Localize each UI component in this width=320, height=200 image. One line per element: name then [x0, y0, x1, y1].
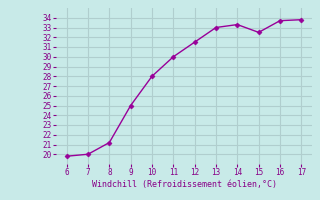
- X-axis label: Windchill (Refroidissement éolien,°C): Windchill (Refroidissement éolien,°C): [92, 180, 276, 189]
